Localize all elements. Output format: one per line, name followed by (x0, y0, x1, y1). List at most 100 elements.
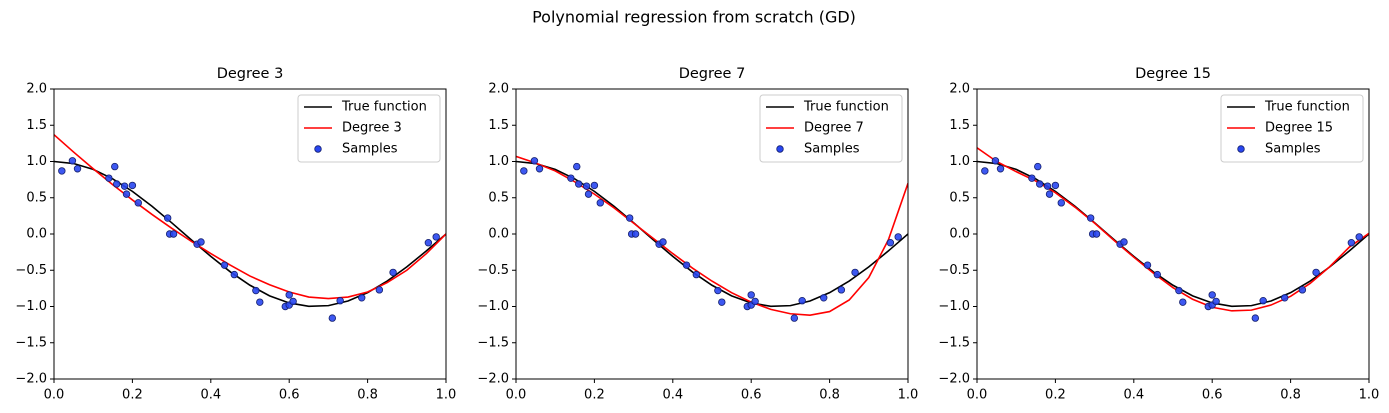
series-line (977, 147, 1369, 312)
plot-area (516, 155, 908, 322)
sample-point (285, 291, 293, 299)
sample-point (1120, 238, 1128, 246)
sample-point (169, 230, 178, 238)
y-tick-label: −1.5 (15, 335, 47, 350)
axes-frame (53, 88, 447, 380)
sample-point (1034, 162, 1042, 171)
y-tick-label: 1.5 (488, 118, 509, 133)
sample-point (582, 182, 591, 190)
sample-point (714, 286, 722, 295)
sample-point (1251, 314, 1260, 322)
sample-point (981, 167, 989, 175)
subplot-title: Degree 7 (679, 66, 746, 82)
y-tick-label: 2.0 (949, 82, 970, 97)
x-tick-label: 1.0 (898, 388, 919, 403)
sample-point (1259, 297, 1267, 305)
legend-label: True function (803, 100, 889, 115)
legend-marker (776, 145, 784, 153)
sample-point (68, 157, 77, 165)
y-tick-label: 2.0 (488, 82, 509, 97)
x-tick-label: 0.8 (819, 388, 840, 403)
sample-point (1212, 297, 1220, 306)
series-line (54, 134, 446, 300)
y-tick-label: −1.0 (938, 299, 970, 314)
sample-point (851, 268, 859, 277)
legend-label: Samples (804, 142, 860, 157)
sample-point (1281, 294, 1289, 302)
sample-point (1051, 181, 1060, 190)
sample-point (798, 297, 806, 305)
sample-point (682, 261, 691, 269)
y-tick-label: −1.0 (477, 299, 509, 314)
sample-point (718, 298, 726, 306)
y-tick-label: 1.0 (488, 154, 509, 169)
plot-area (977, 147, 1369, 322)
sample-point (991, 157, 1000, 165)
y-tick-label: 0.0 (26, 227, 47, 242)
series-line (516, 160, 908, 308)
sample-point (1036, 180, 1044, 188)
legend-label: Degree 7 (804, 121, 864, 136)
x-tick-label: 0.2 (1045, 388, 1066, 403)
y-tick-label: −1.5 (477, 335, 509, 350)
sample-point (1312, 268, 1320, 277)
y-tick-label: −2.0 (15, 372, 47, 387)
sample-point (128, 181, 137, 190)
sample-point (113, 180, 121, 188)
sample-point (747, 291, 755, 299)
series-line (54, 160, 446, 308)
y-tick-label: −1.0 (15, 299, 47, 314)
y-tick-label: 1.0 (26, 154, 47, 169)
y-tick-label: 0.0 (488, 227, 509, 242)
sample-point (1175, 286, 1183, 295)
y-tick-label: 1.5 (949, 118, 970, 133)
sample-point (424, 238, 433, 247)
sample-point (625, 214, 634, 222)
sample-point (535, 165, 544, 173)
sample-point (1086, 214, 1095, 222)
x-tick-label: 0.4 (1123, 388, 1144, 403)
sample-point (73, 165, 82, 173)
plot-area (54, 134, 446, 322)
x-tick-label: 0.6 (279, 388, 300, 403)
subplot-title: Degree 15 (1135, 66, 1211, 82)
sample-point (1045, 190, 1054, 198)
y-tick-label: 0.0 (949, 227, 970, 242)
sample-point (1355, 233, 1363, 241)
sample-point (837, 286, 846, 294)
legend-label: True function (1264, 100, 1350, 115)
subplot-title: Degree 3 (217, 66, 284, 82)
sample-point (596, 199, 604, 207)
sample-point (751, 297, 759, 306)
legend-marker (1237, 145, 1245, 153)
legend-box (759, 94, 903, 163)
sample-point (1028, 174, 1036, 182)
sample-point (220, 261, 229, 269)
series-line (516, 155, 908, 317)
sample-point (584, 190, 593, 198)
x-tick-label: 0.8 (357, 388, 378, 403)
sample-point (573, 162, 581, 171)
y-tick-label: −0.5 (938, 263, 970, 278)
y-tick-label: −0.5 (15, 263, 47, 278)
sample-point (692, 270, 701, 279)
sample-point (1057, 199, 1065, 207)
x-tick-label: 0.0 (967, 388, 988, 403)
sample-point (163, 214, 172, 222)
y-tick-label: 0.5 (26, 190, 47, 205)
sample-point (1347, 238, 1356, 247)
x-tick-label: 0.2 (122, 388, 143, 403)
figure-title: Polynomial regression from scratch (GD) (532, 8, 856, 27)
x-tick-label: 0.4 (200, 388, 221, 403)
sample-point (894, 233, 902, 241)
sample-point (289, 297, 297, 306)
sample-point (790, 314, 799, 322)
sample-point (336, 297, 344, 305)
sample-point (820, 294, 828, 302)
x-tick-label: 0.0 (506, 388, 527, 403)
sample-point (1298, 286, 1307, 294)
legend-marker (314, 145, 322, 153)
sample-point (197, 238, 205, 246)
axes-frame (976, 88, 1370, 380)
